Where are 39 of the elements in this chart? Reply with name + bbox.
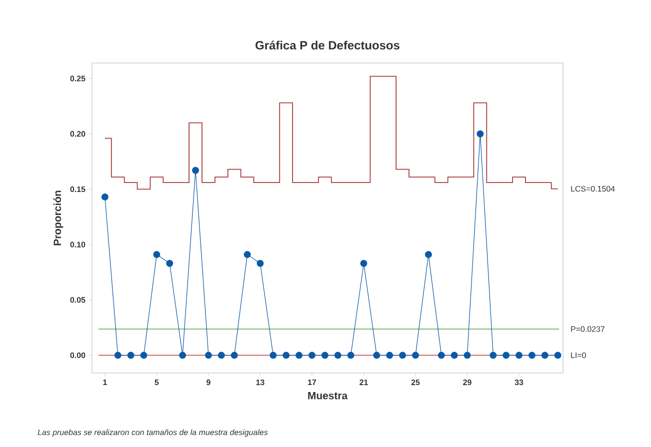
point <box>450 352 458 359</box>
y-axis-title: Proporción <box>53 190 64 246</box>
point <box>399 352 406 359</box>
point <box>464 352 471 359</box>
point <box>373 352 380 359</box>
point <box>334 352 342 359</box>
point <box>140 352 148 359</box>
point <box>114 352 122 359</box>
point <box>256 260 264 267</box>
point <box>502 352 510 359</box>
point <box>412 352 419 359</box>
x-axis-title: Muestra <box>308 392 348 400</box>
point <box>153 251 160 258</box>
point <box>270 352 277 359</box>
point <box>438 352 445 359</box>
point <box>541 352 548 359</box>
point <box>244 251 251 258</box>
point <box>347 352 354 359</box>
point <box>321 352 328 359</box>
point <box>308 352 316 359</box>
point <box>490 352 497 359</box>
point <box>386 352 394 359</box>
point <box>282 352 290 359</box>
point <box>360 260 368 267</box>
point <box>230 352 238 359</box>
point <box>528 352 536 359</box>
point <box>192 166 200 174</box>
point <box>516 352 522 359</box>
point <box>204 352 212 359</box>
point <box>424 251 432 258</box>
point <box>296 352 303 359</box>
point <box>218 352 225 359</box>
point <box>476 130 484 138</box>
point <box>101 193 108 200</box>
chart-title: Gráfica P de Defectuosos <box>256 40 400 50</box>
point <box>554 352 562 359</box>
point <box>166 260 174 267</box>
point <box>127 352 134 359</box>
point <box>179 352 186 359</box>
